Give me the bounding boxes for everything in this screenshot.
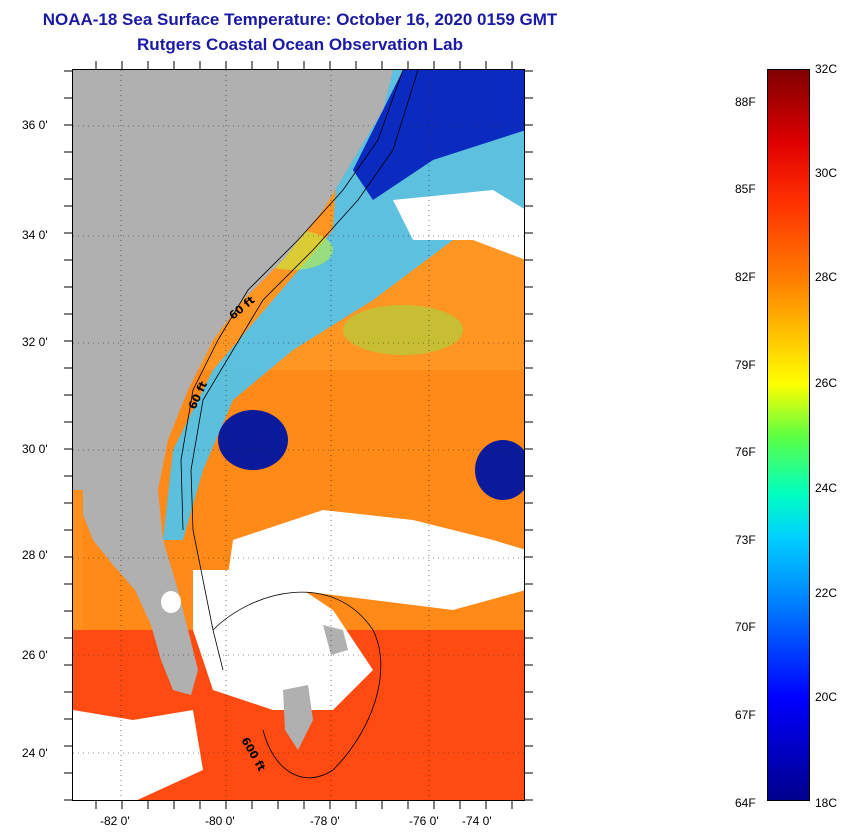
- colorbar-f-82: 82F: [735, 270, 756, 284]
- lat-label-26: 26 0': [22, 648, 48, 662]
- colorbar-f-64: 64F: [735, 796, 756, 810]
- island-andros: [283, 685, 313, 750]
- cloud-gulf: [73, 710, 203, 800]
- cold-eddy-east: [475, 440, 524, 500]
- colorbar-f-79: 79F: [735, 358, 756, 372]
- contour-60ft: [180, 70, 404, 531]
- gulf-water-strip: [73, 490, 83, 630]
- colorbar-c-24: 24C: [815, 481, 838, 495]
- lat-label-36: 36 0': [22, 118, 48, 132]
- north-cold-water: [353, 70, 524, 200]
- green-patch: [343, 305, 463, 355]
- lat-label-34: 34 0': [22, 228, 48, 242]
- graticule: [73, 70, 524, 800]
- cloud-bahamas: [193, 570, 373, 710]
- lat-label-32: 32 0': [22, 335, 48, 349]
- contour-bahamas: [212, 591, 382, 779]
- colorbar-f-76: 76F: [735, 445, 756, 459]
- lon-label-78: -78 0': [310, 814, 340, 828]
- lat-label-30: 30 0': [22, 442, 48, 456]
- colorbar-f-67: 67F: [735, 708, 756, 722]
- lon-label-76: -76 0': [409, 814, 439, 828]
- lon-label-80: -80 0': [205, 814, 235, 828]
- cloud-band: [223, 510, 524, 610]
- lat-label-24: 24 0': [22, 746, 48, 760]
- colorbar-f-70: 70F: [735, 620, 756, 634]
- colorbar-f-88: 88F: [735, 95, 756, 109]
- island-bahamas: [323, 625, 348, 655]
- colorbar-c-18: 18C: [815, 796, 838, 810]
- lon-label-74: -74 0': [462, 814, 492, 828]
- colorbar-f-73: 73F: [735, 533, 756, 547]
- lon-label-82: -82 0': [100, 814, 130, 828]
- colorbar-c-20: 20C: [815, 690, 838, 704]
- colorbar-c-22: 22C: [815, 586, 838, 600]
- lake-okeechobee: [161, 591, 181, 613]
- map-subtitle: Rutgers Coastal Ocean Observation Lab: [137, 35, 463, 54]
- colorbar-c-32: 32C: [815, 62, 838, 76]
- map-title: NOAA-18 Sea Surface Temperature: October…: [42, 10, 558, 29]
- contour-600ft: [190, 70, 419, 671]
- temperature-colorbar: [767, 69, 810, 801]
- sst-map-canvas: 60 ft 60 ft 600 ft: [73, 70, 524, 800]
- colorbar-c-26: 26C: [815, 376, 838, 390]
- colorbar-c-28: 28C: [815, 270, 838, 284]
- coastal-cool-water: [163, 70, 524, 540]
- colorbar-c-30: 30C: [815, 166, 838, 180]
- land-mainland: [73, 70, 393, 695]
- cold-eddy: [218, 410, 288, 470]
- cloud-north: [393, 190, 524, 260]
- colorbar-f-85: 85F: [735, 182, 756, 196]
- lat-label-28: 28 0': [22, 548, 48, 562]
- sst-map: 60 ft 60 ft 600 ft: [72, 69, 525, 801]
